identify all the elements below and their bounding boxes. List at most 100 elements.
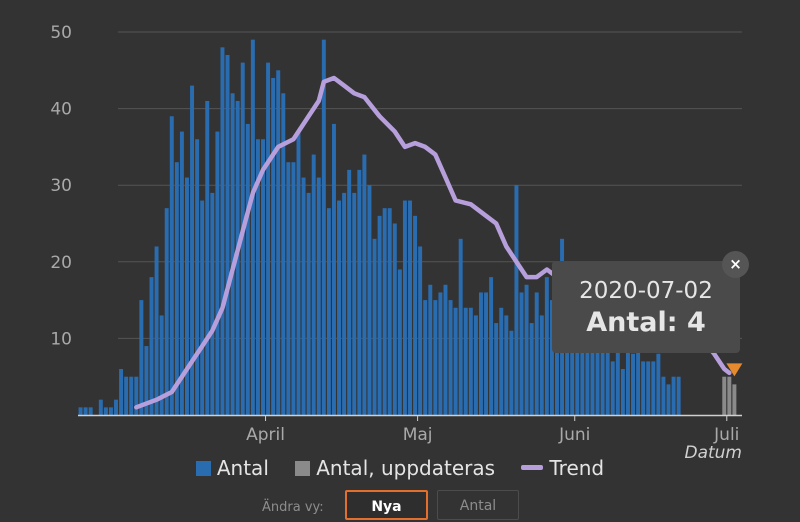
bar-antal[interactable] [144,346,149,415]
bar-antal[interactable] [362,154,367,415]
bar-antal[interactable] [625,338,630,415]
bar-antal[interactable] [174,162,179,415]
bar-antal[interactable] [661,376,666,415]
bar-antal[interactable] [367,185,372,415]
bar-antal[interactable] [372,238,377,415]
bar-antal[interactable] [190,85,195,416]
bar-antal[interactable] [179,131,184,415]
bar-antal[interactable] [261,139,265,416]
bar-antal[interactable] [296,131,301,415]
bar-antal[interactable] [413,215,418,415]
bar-antal[interactable] [620,369,625,415]
bar-antal[interactable] [83,407,88,415]
bar-antal[interactable] [185,177,189,415]
bar-antal[interactable] [245,123,250,416]
bar-antal[interactable] [250,39,255,415]
bar-antal-uppdateras[interactable] [727,376,732,415]
bar-antal[interactable] [169,116,174,415]
bar-antal[interactable] [423,300,428,415]
bar-antal[interactable] [271,77,276,416]
bar-antal[interactable] [463,307,468,415]
bar-antal[interactable] [326,208,331,415]
bar-antal[interactable] [119,369,124,415]
bar-antal[interactable] [595,315,600,415]
bar-antal[interactable] [468,307,473,415]
bar-antal[interactable] [524,284,529,415]
bar-antal[interactable] [397,269,402,415]
bar-antal[interactable] [291,162,296,415]
bar-antal[interactable] [544,277,549,415]
bar-antal[interactable] [458,238,463,415]
bar-antal[interactable] [316,177,321,415]
bar-antal[interactable] [585,315,590,415]
bar-antal[interactable] [539,315,544,415]
bar-antal[interactable] [529,323,534,415]
bar-antal[interactable] [504,315,509,415]
bar-antal[interactable] [499,307,504,415]
bar-antal[interactable] [484,292,489,415]
bar-antal[interactable] [656,353,661,415]
bar-antal[interactable] [519,292,524,415]
bar-antal[interactable] [215,131,220,415]
legend-item-antal-uppdateras[interactable]: Antal, uppdateras [295,456,495,480]
bar-antal[interactable] [159,315,164,415]
bar-antal[interactable] [200,200,205,415]
bar-antal[interactable] [129,376,134,415]
bar-antal[interactable] [103,407,108,415]
bar-antal[interactable] [570,300,575,415]
bar-antal[interactable] [225,54,230,415]
bar-antal[interactable] [453,307,458,415]
legend-item-trend[interactable]: Trend [521,456,604,480]
bar-antal[interactable] [108,407,113,415]
bar-antal[interactable] [352,192,357,415]
bar-antal[interactable] [534,292,539,415]
bar-antal[interactable] [281,93,286,415]
bar-antal[interactable] [580,307,585,415]
bar-antal[interactable] [78,407,83,415]
bar-antal[interactable] [276,70,281,416]
bar-antal[interactable] [88,407,93,415]
bar-antal[interactable] [301,177,306,415]
bar-antal[interactable] [98,399,103,415]
bar-antal[interactable] [382,208,387,415]
bar-antal[interactable] [124,376,129,415]
bar-antal[interactable] [651,361,656,415]
bar-antal[interactable] [676,376,681,415]
bar-antal[interactable] [306,192,311,415]
bar-antal[interactable] [337,200,342,415]
bar-antal[interactable] [331,123,336,416]
bar-antal[interactable] [195,139,200,416]
view-count-button[interactable]: Antal [437,490,519,520]
bar-antal[interactable] [494,323,499,415]
bar-antal[interactable] [428,284,433,415]
bar-antal[interactable] [438,292,443,415]
bar-antal[interactable] [342,192,347,415]
bar-antal[interactable] [610,361,615,415]
bar-antal[interactable] [671,376,676,415]
bar-antal[interactable] [605,330,610,415]
bar-antal[interactable] [443,284,448,415]
bar-antal[interactable] [646,361,651,415]
bar-antal[interactable] [347,169,352,415]
bar-antal[interactable] [387,208,392,415]
bar-antal[interactable] [631,353,635,415]
bar-antal[interactable] [509,330,514,415]
legend-item-antal[interactable]: Antal [195,456,269,480]
bar-antal[interactable] [114,399,118,415]
bar-antal[interactable] [666,384,671,415]
bar-antal[interactable] [448,300,453,415]
bar-antal[interactable] [134,376,139,415]
bar-antal[interactable] [473,315,478,415]
view-new-button[interactable]: Nya [345,490,428,520]
bar-antal[interactable] [549,300,554,415]
bar-antal[interactable] [489,277,494,415]
bar-antal[interactable] [418,246,423,415]
bar-antal[interactable] [139,300,144,415]
bar-antal[interactable] [433,300,438,415]
bar-antal[interactable] [210,192,215,415]
bar-antal[interactable] [615,346,620,415]
bar-antal[interactable] [205,100,210,415]
bar-antal[interactable] [408,200,412,415]
bar-antal[interactable] [402,200,407,415]
bar-antal[interactable] [514,185,519,415]
